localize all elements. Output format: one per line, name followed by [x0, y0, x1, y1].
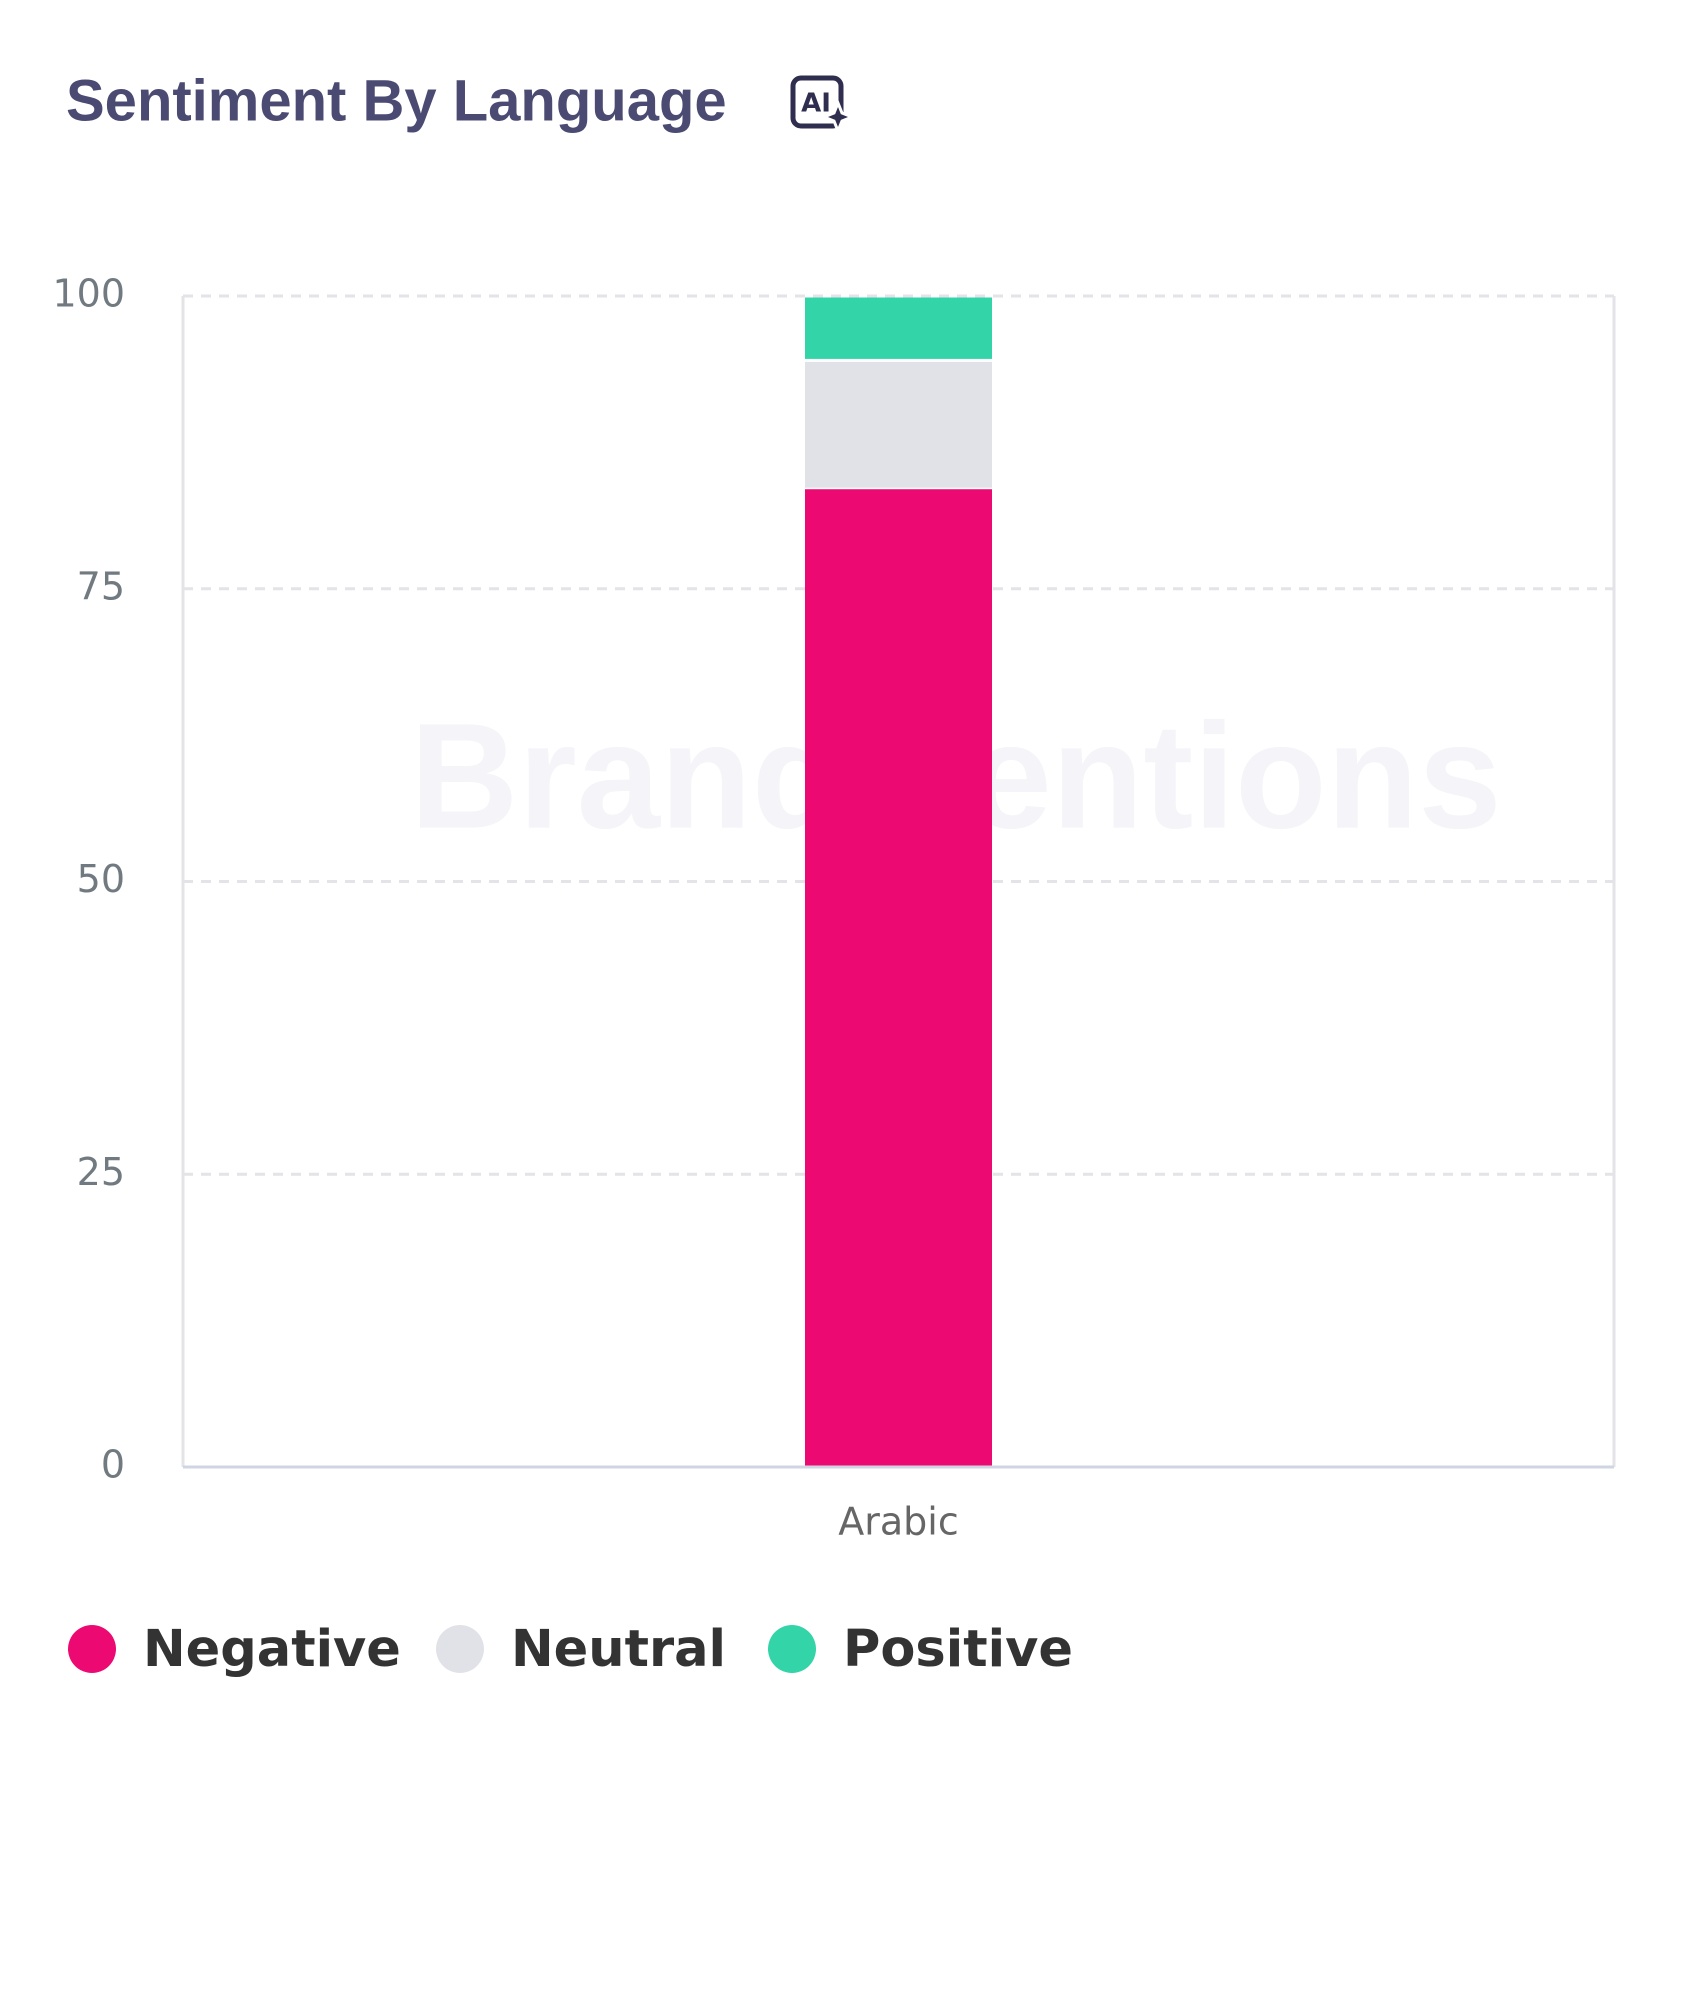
y-tick-label: 50 [77, 857, 125, 901]
ai-icon-frame [790, 75, 844, 129]
chart-title: Sentiment By Language [66, 68, 727, 133]
legend-label[interactable]: Negative [143, 1620, 401, 1679]
bar-segment [805, 297, 992, 359]
legend-label[interactable]: Neutral [511, 1620, 726, 1679]
ai-icon-sparkle [819, 98, 857, 136]
legend-label[interactable]: Positive [843, 1620, 1073, 1679]
legend-marker[interactable] [68, 1625, 116, 1673]
y-tick-label: 100 [52, 272, 125, 316]
x-tick-label: Arabic [838, 1500, 958, 1544]
ai-icon-text: AI [801, 89, 831, 119]
ai-icon: AI [790, 75, 857, 136]
y-tick-label: 0 [101, 1443, 125, 1487]
bar-segment [805, 489, 992, 1466]
legend-marker[interactable] [768, 1625, 816, 1673]
y-tick-label: 25 [77, 1150, 125, 1194]
legend-marker[interactable] [436, 1625, 484, 1673]
bar-segment [805, 361, 992, 488]
y-tick-label: 75 [77, 564, 125, 608]
